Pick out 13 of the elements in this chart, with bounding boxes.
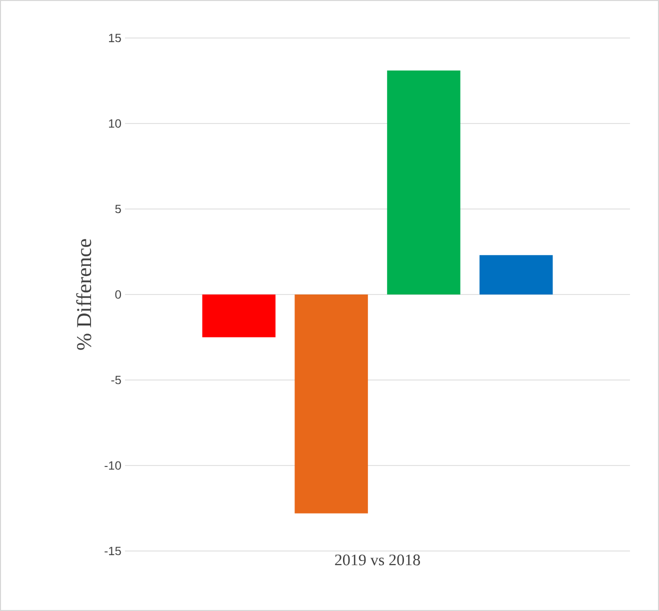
bar bbox=[387, 70, 460, 294]
y-tick-label: 5 bbox=[115, 204, 121, 214]
bar bbox=[294, 294, 368, 514]
y-axis-title: % Difference bbox=[76, 239, 92, 350]
y-tick-label: -15 bbox=[104, 546, 121, 556]
y-tick-label: 0 bbox=[115, 290, 122, 299]
bar bbox=[202, 294, 276, 338]
y-tick-label: -5 bbox=[111, 376, 121, 384]
bar bbox=[480, 255, 553, 294]
x-tick-label: 2019 vs 2018 bbox=[335, 554, 420, 566]
y-tick-label: 10 bbox=[109, 119, 122, 128]
y-tick-label: -10 bbox=[104, 461, 122, 470]
y-tick-label: 15 bbox=[109, 34, 121, 42]
